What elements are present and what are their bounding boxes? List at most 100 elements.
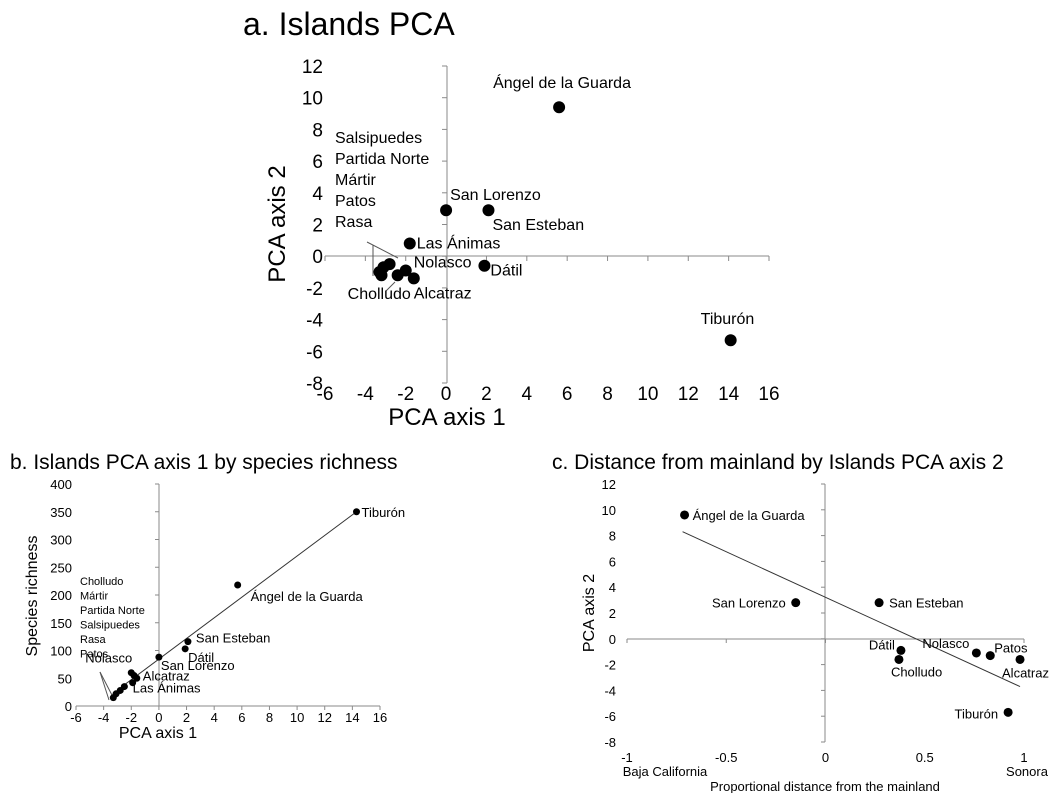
- chart-b-data-point: [184, 638, 192, 646]
- chart-c-x-tick-label: -0.5: [715, 750, 737, 765]
- chart-c-point-label: Alcatraz: [1002, 665, 1049, 680]
- chart-c-point-label: Patos: [994, 641, 1028, 656]
- chart-c-right-endpoint-label: Sonora: [1006, 764, 1049, 779]
- chart-a-group-label-item: Salsipuedes: [335, 130, 422, 147]
- chart-c-point-label: Dátil: [869, 637, 895, 652]
- chart-a-data-point: [482, 204, 495, 217]
- chart-c-data-point: [985, 651, 995, 661]
- chart-a-data-point: [478, 259, 491, 272]
- chart-a-y-tick-label: 4: [312, 184, 323, 205]
- chart-b-y-tick-label: 400: [50, 477, 72, 492]
- chart-a-x-tick-label: 10: [637, 384, 658, 405]
- chart-a-x-tick-label: 8: [602, 384, 613, 405]
- chart-a-xlabel: PCA axis 1: [388, 404, 505, 431]
- chart-a-group-label-item: Rasa: [335, 214, 372, 231]
- chart-b-y-tick-label: 0: [65, 699, 72, 714]
- chart-a-data-point: [407, 272, 420, 285]
- chart-a-group-leader-line: [366, 241, 399, 259]
- chart-c-y-tick-label: -8: [604, 735, 616, 750]
- chart-c-point-label: San Lorenzo: [712, 596, 786, 611]
- chart-c-title: c. Distance from mainland by Islands PCA…: [552, 451, 1004, 474]
- chart-a-y-tick-label: -2: [306, 279, 323, 300]
- chart-b-data-point: [155, 653, 163, 661]
- chart-b-x-tick-label: 8: [266, 710, 273, 725]
- chart-c-data-point: [791, 598, 801, 608]
- chart-a-group-label: Salsipuedes Partida Norte Mártir Patos Rasa: [335, 130, 429, 231]
- chart-b-x-tick-label: 16: [373, 710, 387, 725]
- chart-b-y-tick-label: 300: [50, 533, 72, 548]
- chart-b-point-label: Alcatraz: [143, 668, 190, 683]
- chart-c-data-point: [896, 645, 906, 655]
- chart-a-title: a. Islands PCA: [243, 6, 455, 42]
- chart-b-x-tick-label: 0: [155, 710, 162, 725]
- chart-c-point-label: Tiburón: [955, 706, 999, 721]
- chart-c-ylabel: PCA axis 2: [581, 574, 598, 652]
- chart-a-x-tick-label: 16: [758, 384, 779, 405]
- chart-b-data-point: [234, 581, 242, 589]
- chart-b-xlabel: PCA axis 1: [119, 725, 197, 742]
- chart-c-point-label: San Esteban: [889, 596, 963, 611]
- chart-b-y-tick-label: 50: [58, 671, 72, 686]
- chart-a-y-tick-label: 0: [312, 247, 323, 268]
- chart-b-group-label-item: Cholludo: [80, 576, 123, 588]
- chart-a-x-tick-label: -2: [397, 384, 414, 405]
- chart-c-x-tick-label: 1: [1020, 750, 1027, 765]
- chart-b-data-point: [129, 679, 137, 687]
- chart-b-group-label-item: Mártir: [80, 591, 108, 603]
- chart-b-title: b. Islands PCA axis 1 by species richnes…: [10, 451, 398, 474]
- chart-a-ylabel: PCA axis 2: [264, 165, 291, 282]
- chart-b-x-tick-label: 4: [211, 710, 218, 725]
- chart-c-y-tick-label: -6: [604, 709, 616, 724]
- chart-c-plot: -1 -0.5 0 0.5 1 12 10 8 6 4 2 0 -2 -4 -6 -8 Ángel de la …: [602, 477, 1049, 765]
- chart-b-x-tick-label: -2: [125, 710, 137, 725]
- chart-a-point-label: Nolasco: [414, 254, 472, 271]
- chart-c-y-tick-label: 4: [609, 580, 616, 595]
- chart-b-group-label-item: Rasa: [80, 634, 107, 646]
- chart-c-data-point: [680, 510, 690, 520]
- chart-b-group-label-item: Patos: [80, 649, 109, 661]
- chart-c-point-label: Ángel de la Guarda: [693, 508, 806, 523]
- chart-a-x-tick-label: -6: [317, 384, 334, 405]
- chart-a-point-label: Dátil: [490, 263, 522, 280]
- chart-a-group-label-item: Partida Norte: [335, 151, 429, 168]
- chart-a-x-tick-label: 6: [562, 384, 573, 405]
- chart-b-group-label-item: Salsipuedes: [80, 620, 140, 632]
- chart-c-y-tick-label: 10: [602, 503, 616, 518]
- chart-a-data-point: [724, 334, 737, 347]
- chart-a-y-tick-label: 12: [302, 57, 323, 78]
- chart-b-x-tick-label: 10: [290, 710, 304, 725]
- chart-c-data-point: [971, 648, 981, 658]
- chart-b-point-label: Dátil: [188, 650, 214, 665]
- chart-b-group-leader-line: [99, 671, 115, 700]
- chart-a-x-tick-label: 4: [522, 384, 533, 405]
- chart-a-y-tick-label: -6: [306, 342, 323, 363]
- chart-a-x-tick-label: 0: [441, 384, 452, 405]
- chart-b-x-tick-label: 12: [317, 710, 331, 725]
- chart-c-data-point: [894, 654, 904, 664]
- chart-b-y-tick-label: 200: [50, 588, 72, 603]
- chart-c-y-tick-label: 6: [609, 554, 616, 569]
- chart-b-ylabel: Species richness: [24, 536, 41, 657]
- chart-a-x-tick-label: -4: [357, 384, 374, 405]
- chart-a-x-tick-label: 12: [678, 384, 699, 405]
- chart-b-data-point: [181, 645, 189, 653]
- chart-a-plot: -6 -4 -2 0 2 4 6 8 10 12 14 16121086420-2-4-6-8Ánge…: [302, 57, 780, 405]
- chart-b-data-point: [353, 508, 361, 516]
- chart-b-x-tick-label: 2: [183, 710, 190, 725]
- chart-c-data-point: [1003, 707, 1013, 717]
- chart-a-y-tick-label: -8: [306, 374, 323, 395]
- chart-a-point-label: Cholludo: [348, 286, 411, 303]
- chart-a-y-tick-label: 8: [312, 120, 323, 141]
- chart-c-point-label: Cholludo: [891, 664, 942, 679]
- chart-b-x-tick-label: 14: [345, 710, 359, 725]
- chart-c-y-tick-label: 8: [609, 529, 616, 544]
- chart-a-y-tick-label: 2: [312, 216, 323, 237]
- chart-b-x-tick-label: 6: [238, 710, 245, 725]
- chart-a-data-point: [403, 237, 416, 250]
- chart-a-y-tick-label: 10: [302, 89, 323, 110]
- chart-c-data-point: [874, 598, 884, 608]
- chart-a-data-point: [383, 258, 396, 271]
- chart-a-y-tick-label: -4: [306, 311, 323, 332]
- chart-a-group-label-item: Patos: [335, 193, 376, 210]
